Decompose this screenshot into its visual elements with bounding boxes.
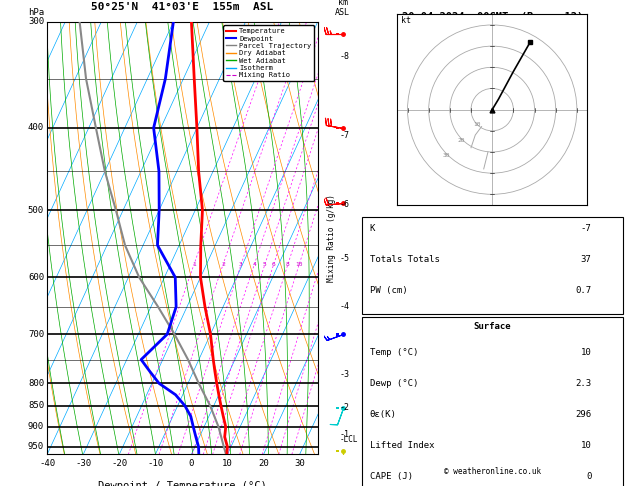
- Text: PW (cm): PW (cm): [369, 286, 407, 295]
- Text: CAPE (J): CAPE (J): [369, 472, 413, 481]
- Text: K: K: [369, 224, 375, 233]
- Text: Mixing Ratio (g/kg): Mixing Ratio (g/kg): [327, 194, 336, 282]
- Text: 20: 20: [258, 459, 269, 469]
- Text: Lifted Index: Lifted Index: [369, 441, 434, 450]
- Text: 10: 10: [473, 122, 481, 127]
- Text: 10: 10: [581, 348, 591, 357]
- Text: -2: -2: [340, 403, 350, 413]
- Text: hPa: hPa: [28, 8, 44, 17]
- Text: Dewp (°C): Dewp (°C): [369, 379, 418, 388]
- Text: -3: -3: [340, 369, 350, 379]
- Text: 20: 20: [458, 138, 465, 142]
- Text: Totals Totals: Totals Totals: [369, 255, 440, 264]
- Text: 2.3: 2.3: [576, 379, 591, 388]
- Text: 20.04.2024  00GMT  (Base: 12): 20.04.2024 00GMT (Base: 12): [401, 12, 583, 22]
- Text: 600: 600: [28, 273, 44, 282]
- Text: 30: 30: [294, 459, 305, 469]
- Text: 0: 0: [586, 472, 591, 481]
- Text: -7: -7: [581, 224, 591, 233]
- Text: 500: 500: [28, 206, 44, 215]
- Text: -10: -10: [147, 459, 164, 469]
- Text: θε(K): θε(K): [369, 410, 396, 419]
- Text: 0: 0: [189, 459, 194, 469]
- Text: kt: kt: [401, 16, 411, 25]
- Text: Surface: Surface: [474, 322, 511, 330]
- Text: 37: 37: [581, 255, 591, 264]
- Text: 800: 800: [28, 379, 44, 388]
- Text: 700: 700: [28, 330, 44, 339]
- Text: © weatheronline.co.uk: © weatheronline.co.uk: [443, 468, 541, 476]
- Text: 50°25'N  41°03'E  155m  ASL: 50°25'N 41°03'E 155m ASL: [91, 2, 274, 12]
- Bar: [362, 317, 623, 486]
- Text: -5: -5: [340, 254, 350, 263]
- Text: 10: 10: [295, 262, 303, 267]
- Text: 10: 10: [222, 459, 233, 469]
- Text: 950: 950: [28, 442, 44, 451]
- Text: -8: -8: [340, 52, 350, 62]
- Text: -20: -20: [111, 459, 127, 469]
- Text: -6: -6: [340, 200, 350, 208]
- Text: 400: 400: [28, 123, 44, 132]
- Text: Dewpoint / Temperature (°C): Dewpoint / Temperature (°C): [98, 481, 267, 486]
- Text: -30: -30: [75, 459, 91, 469]
- Text: 300: 300: [28, 17, 44, 26]
- Text: -40: -40: [39, 459, 55, 469]
- Text: -1: -1: [340, 431, 350, 439]
- Text: 900: 900: [28, 422, 44, 431]
- Text: 30: 30: [443, 153, 450, 158]
- Text: 5: 5: [263, 262, 267, 267]
- Text: -4: -4: [340, 302, 350, 312]
- Text: 8: 8: [286, 262, 289, 267]
- Text: 3: 3: [239, 262, 243, 267]
- Text: 2: 2: [221, 262, 225, 267]
- Text: 296: 296: [576, 410, 591, 419]
- Text: km
ASL: km ASL: [335, 0, 350, 17]
- Bar: [362, 217, 623, 314]
- Text: 6: 6: [272, 262, 276, 267]
- Text: Temp (°C): Temp (°C): [369, 348, 418, 357]
- Legend: Temperature, Dewpoint, Parcel Trajectory, Dry Adiabat, Wet Adiabat, Isotherm, Mi: Temperature, Dewpoint, Parcel Trajectory…: [223, 25, 314, 81]
- Text: 10: 10: [581, 441, 591, 450]
- Text: 0.7: 0.7: [576, 286, 591, 295]
- Text: 850: 850: [28, 401, 44, 410]
- Text: -LCL: -LCL: [340, 435, 358, 444]
- Text: 4: 4: [252, 262, 256, 267]
- Text: -7: -7: [340, 131, 350, 139]
- Text: 1: 1: [192, 262, 196, 267]
